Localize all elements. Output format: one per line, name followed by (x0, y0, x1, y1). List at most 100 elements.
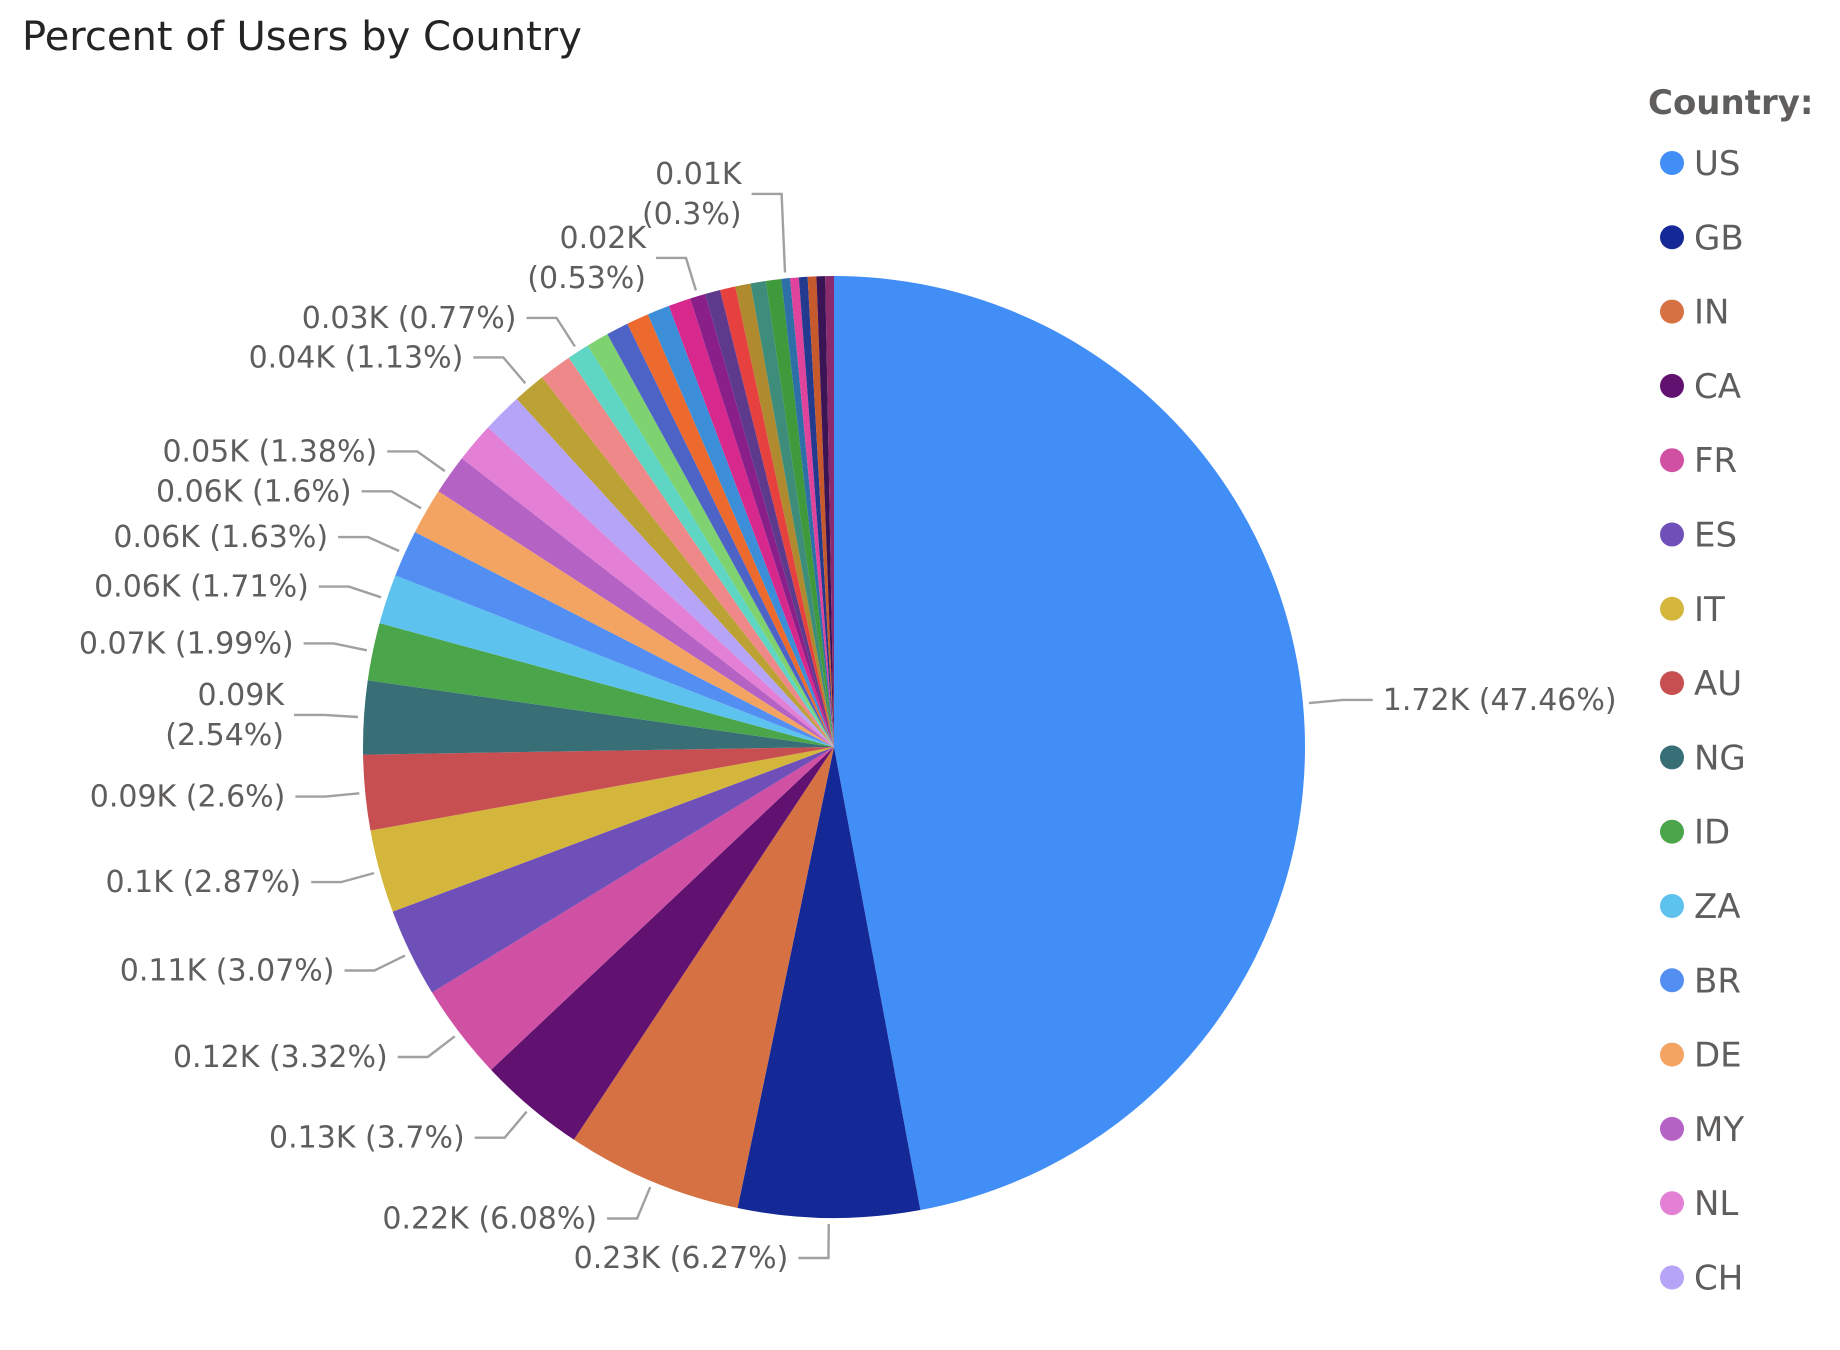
leader-line (303, 642, 368, 652)
legend-label[interactable]: FR (1694, 441, 1737, 481)
pie-slice[interactable] (705, 289, 834, 747)
pie-slice[interactable] (392, 747, 834, 993)
legend-label[interactable]: NG (1694, 738, 1746, 778)
data-label: 0.05K (1.38%) (162, 434, 377, 469)
data-label: 0.22K (6.08%) (382, 1202, 597, 1237)
pie-slice[interactable] (438, 458, 834, 747)
legend-marker (1660, 1265, 1684, 1290)
data-label: 0.07K (1.99%) (79, 626, 294, 661)
leader-line (397, 1035, 456, 1059)
legend-marker (1660, 596, 1684, 621)
legend-items: US GB IN CA FR ES IT AU NG ID ZA BR DE MY NL CH (1660, 144, 1746, 1299)
legend-marker (1660, 671, 1684, 696)
leader-line (344, 954, 406, 972)
legend-label[interactable]: ZA (1694, 887, 1741, 927)
legend-label[interactable]: ID (1694, 813, 1730, 853)
legend-label[interactable]: ES (1694, 516, 1737, 556)
legend-marker (1660, 1191, 1684, 1216)
legend-label[interactable]: AU (1694, 664, 1742, 704)
pie-slice[interactable] (542, 357, 834, 747)
legend-marker (1660, 968, 1684, 993)
pie-slice[interactable] (825, 275, 834, 747)
pie-slice[interactable] (432, 747, 834, 1070)
legend-marker (1660, 225, 1684, 250)
data-label: 0.02K (0.53%) (527, 221, 647, 296)
leader-line (798, 1223, 830, 1260)
leader-line (361, 490, 422, 510)
leader-line (526, 316, 576, 348)
leader-line (387, 450, 446, 473)
leader-line (607, 1186, 652, 1220)
pie-slice[interactable] (627, 314, 834, 747)
pie-slice[interactable] (816, 276, 834, 747)
pie-slice[interactable] (607, 323, 834, 747)
leader-line (295, 792, 360, 798)
pie-slice[interactable] (573, 747, 834, 1209)
legend-marker (1660, 1042, 1684, 1067)
pie-slice[interactable] (367, 623, 834, 747)
legend-label[interactable]: GB (1694, 218, 1744, 258)
pie-slice[interactable] (790, 277, 834, 747)
pie-slice[interactable] (765, 278, 834, 747)
leader-line (474, 1110, 528, 1139)
pie-slice[interactable] (568, 345, 834, 747)
legend-title: Country: (1648, 83, 1814, 123)
legend-marker (1660, 819, 1684, 844)
pie-slice[interactable] (690, 293, 834, 747)
pie-slice[interactable] (587, 334, 834, 747)
chart-title: Percent of Users by Country (22, 14, 582, 60)
pie-slice[interactable] (750, 280, 834, 747)
legend-label[interactable]: BR (1694, 961, 1741, 1001)
pie-slice[interactable] (363, 747, 834, 831)
pie-slice[interactable] (798, 276, 834, 747)
legend-label[interactable]: IN (1694, 293, 1729, 333)
leader-line (318, 585, 382, 599)
leader-line (473, 356, 527, 385)
data-label: 0.06K (1.63%) (113, 520, 328, 555)
pie-slice[interactable] (488, 398, 834, 747)
pie-slice[interactable] (379, 575, 834, 747)
pie-slice[interactable] (781, 278, 834, 747)
legend-marker (1660, 151, 1684, 175)
pie-slice[interactable] (668, 298, 834, 747)
legend-label[interactable]: NL (1694, 1184, 1738, 1224)
pie-slice[interactable] (491, 747, 834, 1140)
pie-slice[interactable] (735, 283, 834, 747)
pie-slice[interactable] (395, 531, 834, 747)
pie-slice[interactable] (414, 491, 834, 747)
pie-slice[interactable] (737, 747, 921, 1218)
pie-slice[interactable] (720, 286, 834, 747)
legend-marker (1660, 894, 1684, 918)
legend-label[interactable]: CA (1694, 367, 1741, 407)
pie-slice[interactable] (807, 276, 834, 747)
legend-marker (1660, 1116, 1684, 1141)
data-label: 0.04K (1.13%) (249, 340, 464, 375)
pie-slice[interactable] (370, 747, 834, 912)
data-label: 1.72K (47.46%) (1383, 683, 1617, 718)
pie-slice[interactable] (362, 680, 834, 755)
pie-slice[interactable] (647, 305, 834, 747)
legend-label[interactable]: CH (1694, 1259, 1743, 1299)
legend: Country: US GB IN CA FR ES IT AU NG ID ZA BR DE MY NL C… (1648, 83, 1814, 1299)
legend-label[interactable]: DE (1694, 1036, 1742, 1076)
data-label: 0.01K (0.3%) (642, 157, 743, 232)
data-label: 0.09K (2.54%) (165, 678, 285, 753)
data-label: 0.23K (6.27%) (574, 1241, 789, 1276)
pie-slice[interactable] (516, 377, 834, 747)
data-labels: 1.72K (47.46%) 0.23K (6.27%) 0.22K (6.08%)… (79, 157, 1617, 1276)
legend-label[interactable]: MY (1694, 1110, 1744, 1150)
leader-line (751, 192, 787, 273)
data-label: 0.13K (3.7%) (269, 1121, 465, 1156)
legend-label[interactable]: IT (1694, 590, 1725, 630)
data-label: 0.06K (1.6%) (156, 474, 352, 509)
pie-slice[interactable] (834, 276, 1305, 1211)
pie-slice[interactable] (461, 427, 834, 747)
legend-label[interactable]: US (1694, 144, 1740, 184)
legend-marker (1660, 448, 1684, 473)
data-label: 0.03K (0.77%) (302, 301, 517, 336)
data-label: 0.06K (1.71%) (94, 570, 309, 605)
leader-line (338, 535, 400, 553)
data-label: 0.12K (3.32%) (173, 1040, 388, 1075)
legend-marker (1660, 299, 1684, 324)
